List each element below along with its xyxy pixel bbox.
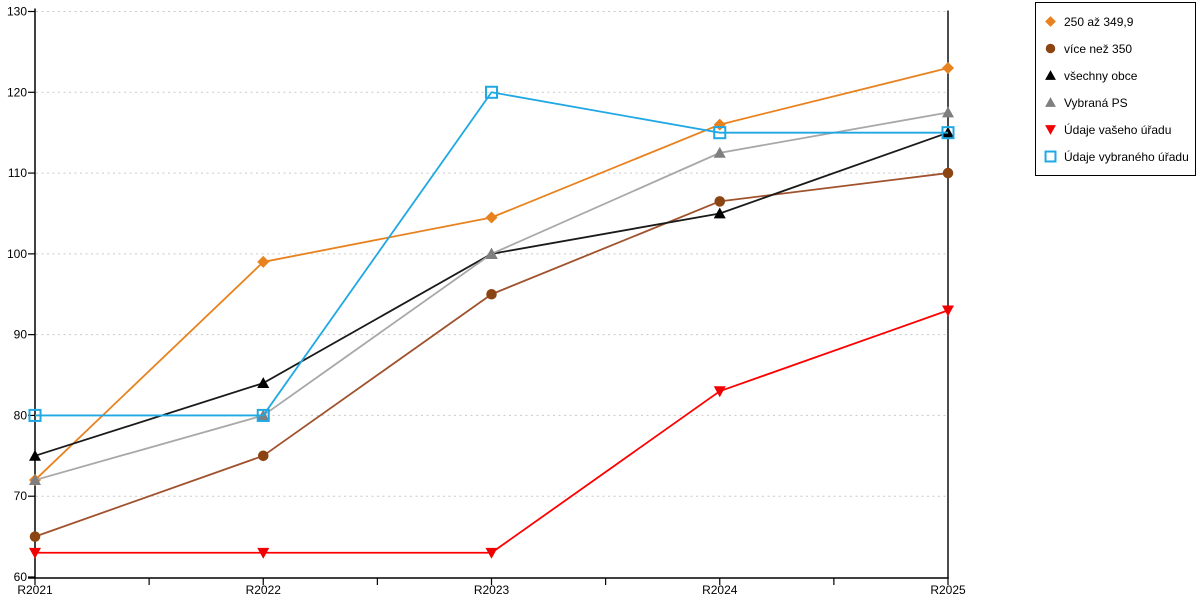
- triangle-up-marker-icon: [1045, 97, 1056, 107]
- square-open-marker-icon: [1044, 150, 1057, 163]
- legend-label: více než 350: [1064, 41, 1133, 56]
- triangle-up-marker-icon: [1045, 70, 1056, 80]
- square-open-marker-icon: [256, 408, 270, 422]
- legend-label: všechny obce: [1064, 68, 1138, 83]
- triangle-up-marker-icon: [713, 146, 726, 158]
- diamond-marker-icon: [1045, 16, 1056, 27]
- series-line: [34, 67, 949, 481]
- diamond-marker-icon: [713, 118, 726, 131]
- series-line: [35, 309, 949, 554]
- triangle-up-marker-icon: [942, 106, 954, 118]
- triangle-up-marker-icon: [29, 474, 41, 485]
- legend-item: Údaje vybraného úřadu: [1043, 149, 1195, 164]
- triangle-up-marker-icon: [257, 377, 270, 389]
- triangle-down-marker-icon: [29, 547, 41, 559]
- circle-marker-icon: [714, 196, 726, 207]
- triangle-up-marker-icon: [29, 449, 41, 461]
- diamond-marker-icon: [942, 62, 954, 75]
- triangle-down-marker-icon: [942, 305, 954, 317]
- circle-marker-icon: [486, 288, 497, 300]
- circle-marker-icon: [1045, 43, 1056, 54]
- y-tick-label: 130: [7, 5, 27, 19]
- square-open-marker-icon: [484, 85, 499, 99]
- x-tick-label: R2021: [17, 583, 53, 597]
- square-open-marker-icon: [941, 126, 955, 140]
- series-line: [34, 172, 949, 538]
- y-tick-label: 120: [7, 85, 27, 99]
- y-tick-label: 70: [14, 489, 28, 503]
- diamond-marker-icon: [257, 255, 270, 268]
- x-tick-label: R2025: [930, 583, 966, 597]
- triangle-down-marker-icon: [713, 386, 726, 398]
- triangle-up-marker-icon: [713, 207, 726, 219]
- legend-item: 250 až 349,9: [1043, 14, 1195, 29]
- triangle-up-marker-icon: [1045, 97, 1056, 107]
- circle-marker-icon: [257, 450, 269, 462]
- legend-label: Vybraná PS: [1064, 95, 1128, 110]
- y-tick-label: 90: [14, 328, 28, 342]
- chart-legend: 250 až 349,9 více než 350 všechny obce V…: [1035, 2, 1196, 176]
- square-open-marker-icon: [28, 408, 42, 422]
- diamond-marker-icon: [1045, 16, 1056, 27]
- legend-label: 250 až 349,9: [1064, 14, 1134, 29]
- y-tick-label: 100: [7, 247, 27, 261]
- circle-marker-icon: [1045, 43, 1056, 54]
- x-tick-label: R2023: [474, 583, 510, 597]
- y-tick-label: 60: [14, 570, 28, 584]
- legend-item: všechny obce: [1043, 68, 1195, 83]
- series-line: [35, 91, 948, 417]
- legend-label: Údaje vybraného úřadu: [1064, 149, 1189, 164]
- circle-marker-icon: [942, 167, 954, 179]
- triangle-down-marker-icon: [1045, 125, 1056, 135]
- legend-item: více než 350: [1043, 41, 1195, 56]
- x-tick-label: R2022: [246, 583, 282, 597]
- triangle-up-marker-icon: [485, 247, 498, 259]
- legend-item: Vybraná PS: [1043, 95, 1195, 110]
- triangle-down-marker-icon: [257, 547, 270, 559]
- legend-item: Údaje vašeho úřadu: [1043, 122, 1195, 137]
- triangle-down-marker-icon: [485, 547, 498, 559]
- x-tick-label: R2024: [702, 583, 738, 597]
- circle-marker-icon: [29, 531, 41, 542]
- triangle-up-marker-icon: [1045, 70, 1056, 80]
- triangle-down-marker-icon: [1045, 125, 1056, 135]
- diamond-marker-icon: [485, 211, 498, 224]
- square-open-marker-icon: [713, 126, 727, 140]
- y-tick-label: 80: [14, 408, 28, 422]
- square-open-marker-icon: [1044, 150, 1057, 163]
- legend-label: Údaje vašeho úřadu: [1064, 122, 1172, 137]
- y-tick-label: 110: [8, 166, 27, 180]
